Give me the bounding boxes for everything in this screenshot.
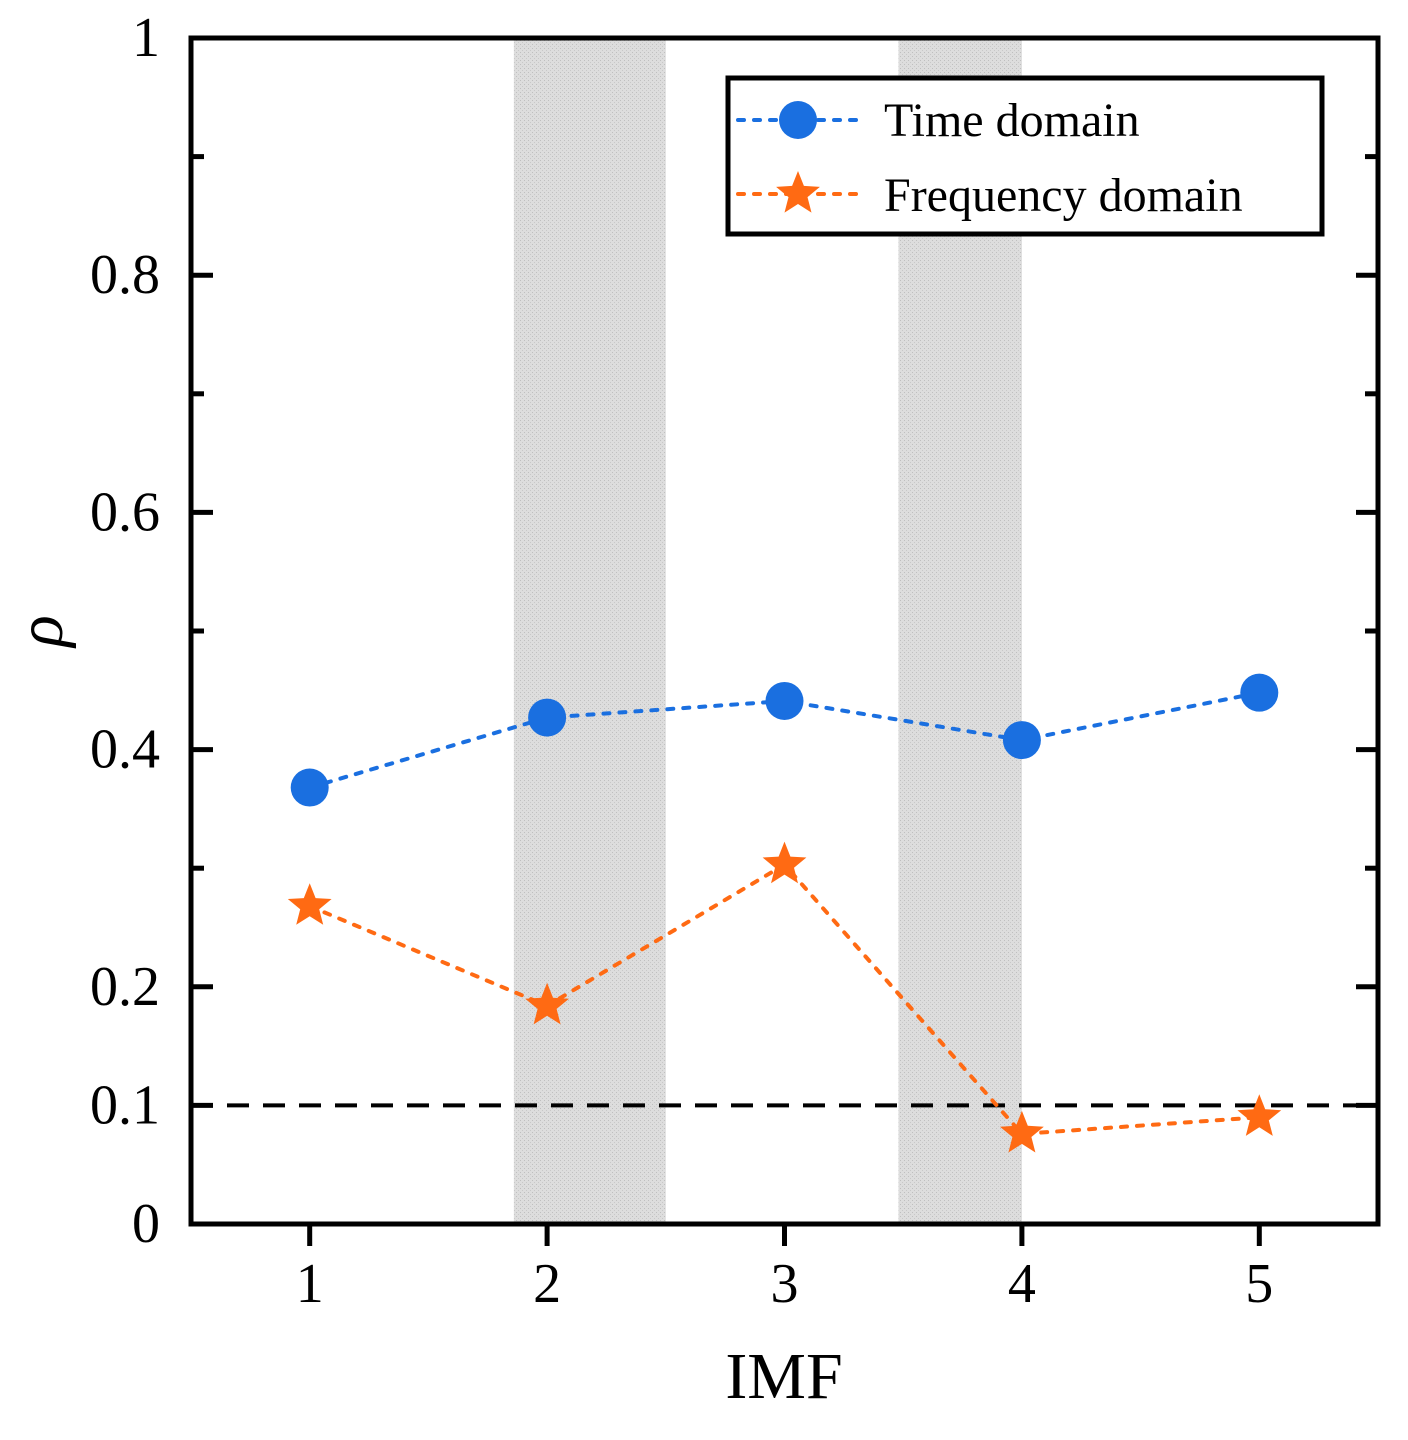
- shaded-region-1: [513, 38, 666, 1224]
- series-line-frequency-domain: [307, 862, 1262, 1136]
- x-tick-label: 4: [1008, 1253, 1036, 1315]
- data-point-frequency-domain: [287, 883, 332, 925]
- x-axis-title: IMF: [725, 1340, 842, 1413]
- y-tick-label: 0.6: [90, 481, 160, 543]
- y-tick-label: 0.4: [90, 719, 160, 781]
- y-tick-label: 0: [132, 1193, 160, 1255]
- data-point-frequency-domain: [1237, 1094, 1282, 1136]
- y-axis-title: ρ: [4, 615, 77, 649]
- y-tick-label: 0.1: [90, 1074, 160, 1136]
- data-point-frequency-domain: [762, 841, 807, 884]
- y-tick-label: 1: [132, 7, 160, 69]
- data-point-time-domain: [290, 768, 329, 807]
- legend: Time domain Frequency domain: [725, 75, 1325, 237]
- x-tick-label: 2: [533, 1253, 561, 1315]
- data-point-time-domain: [528, 698, 567, 737]
- y-tick-label: 0.8: [90, 244, 160, 306]
- axis-ticks: [191, 35, 1378, 1246]
- legend-marker-time-domain: [779, 101, 817, 139]
- data-point-frequency-domain: [525, 982, 569, 1025]
- legend-marker-frequency-domain: [776, 171, 820, 213]
- data-point-time-domain: [765, 681, 804, 720]
- data-point-time-domain: [1240, 673, 1279, 712]
- legend-box: [725, 75, 1325, 237]
- x-tick-label: 1: [296, 1253, 324, 1315]
- x-tick-label: 3: [771, 1253, 799, 1315]
- data-point-time-domain: [1002, 721, 1041, 760]
- data-point-frequency-domain: [1000, 1110, 1044, 1153]
- tick-labels: 0 0.1 0.2 0.4 0.6 0.8 1 1 2 3 4 5: [90, 7, 1273, 1315]
- legend-label-time-domain: Time domain: [884, 94, 1140, 147]
- y-tick-label: 0.2: [90, 956, 160, 1018]
- x-tick-label: 5: [1245, 1253, 1273, 1315]
- legend-label-frequency-domain: Frequency domain: [884, 169, 1243, 222]
- series-layer: [287, 673, 1282, 1153]
